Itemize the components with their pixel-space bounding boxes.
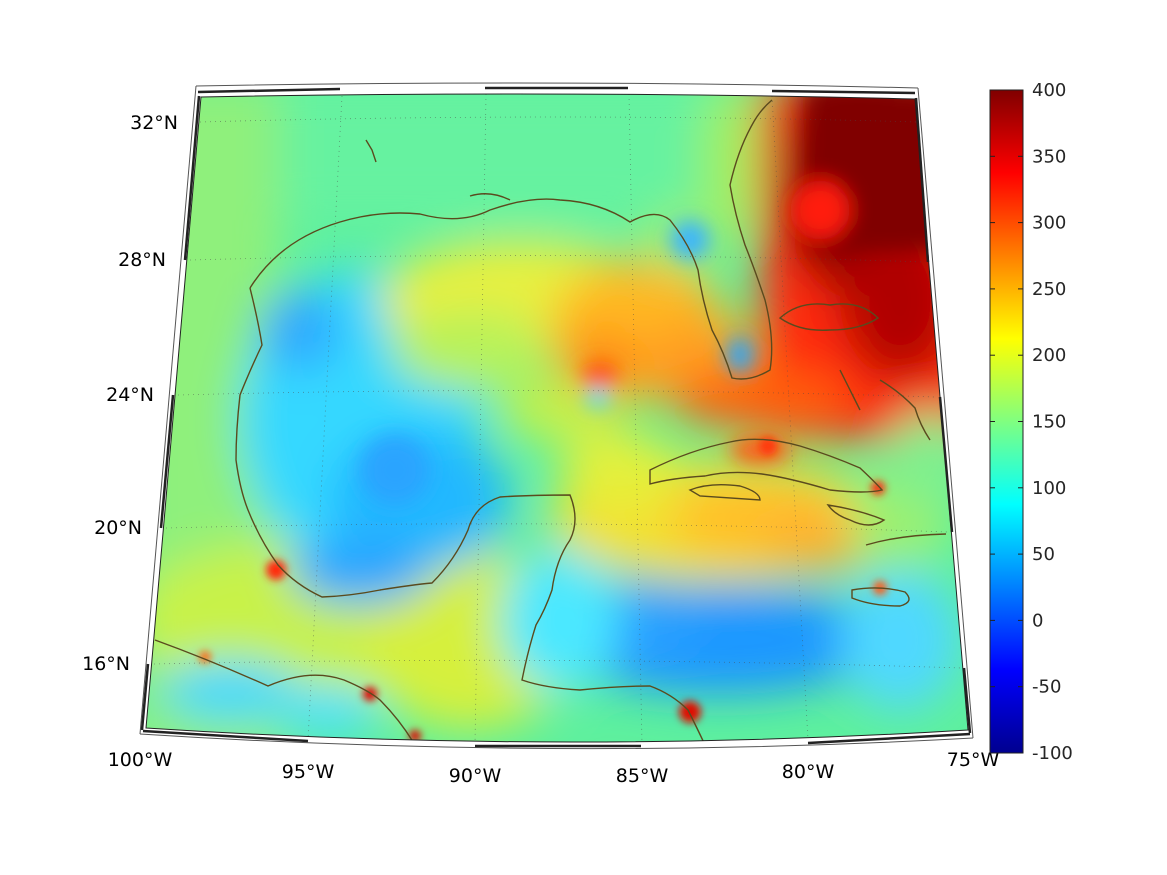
lat-label: 24°N — [106, 384, 154, 406]
colorbar-label: 100 — [1032, 478, 1066, 499]
colorbar-gradient — [989, 89, 1024, 754]
colorbar-label: 150 — [1032, 412, 1066, 433]
colorbar-label: 50 — [1032, 544, 1055, 565]
lat-label: 16°N — [82, 653, 130, 675]
latitude-labels: 32°N 28°N 24°N 20°N 16°N — [82, 112, 178, 675]
colorbar-label: 400 — [1032, 80, 1066, 101]
lon-label: 75°W — [947, 749, 1000, 771]
colorbar-label: 250 — [1032, 279, 1066, 300]
map-frame — [139, 82, 974, 750]
colorbar-label: 0 — [1032, 610, 1043, 631]
lon-label: 95°W — [282, 761, 335, 783]
data-field — [146, 93, 968, 743]
lon-label: 85°W — [616, 765, 669, 787]
lat-label: 32°N — [130, 112, 178, 134]
lon-label: 100°W — [108, 749, 173, 771]
colorbar-label: 350 — [1032, 146, 1066, 167]
colorbar-label: 200 — [1032, 345, 1066, 366]
colorbar-label: 300 — [1032, 213, 1066, 234]
colorbar: 400 350 300 250 200 150 100 50 0 -50 -100 — [989, 80, 1073, 764]
colorbar-ticks: 400 350 300 250 200 150 100 50 0 -50 -100 — [990, 80, 1073, 764]
graticule — [153, 93, 963, 743]
lat-label: 28°N — [118, 249, 166, 271]
coastlines — [154, 99, 947, 743]
longitude-labels: 100°W 95°W 90°W 85°W 80°W 75°W — [108, 749, 1000, 787]
lat-label: 20°N — [94, 517, 142, 539]
colorbar-label: -50 — [1032, 677, 1061, 698]
lon-label: 90°W — [449, 765, 502, 787]
colorbar-label: -100 — [1032, 743, 1073, 764]
lon-label: 80°W — [782, 761, 835, 783]
